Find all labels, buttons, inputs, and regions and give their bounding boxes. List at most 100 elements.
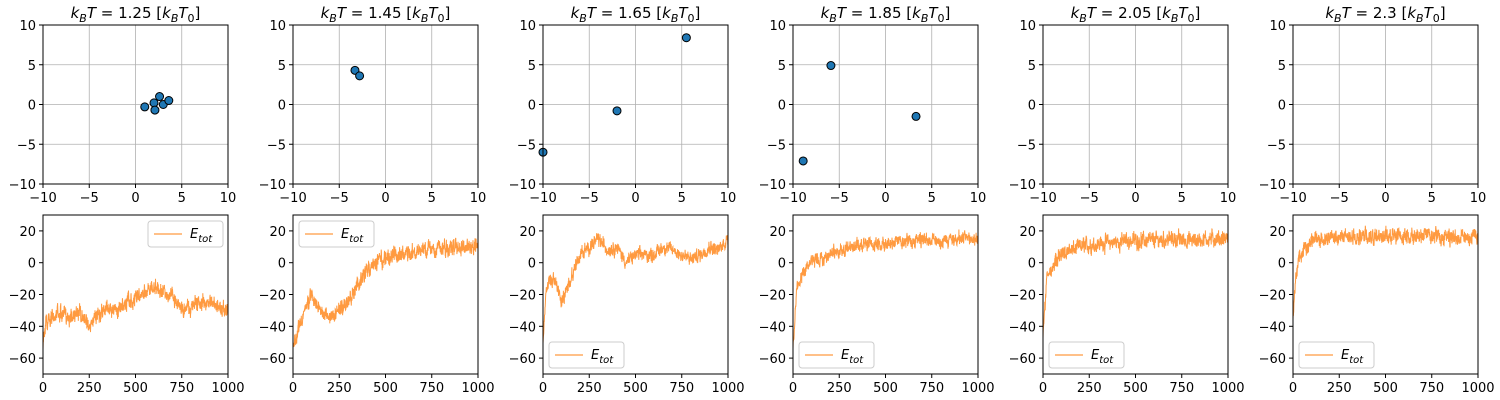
y-tick-label: 5: [778, 59, 786, 74]
x-tick-label: 5: [1428, 191, 1436, 206]
y-tick-label: −20: [1009, 289, 1036, 304]
title-part: 0: [188, 12, 195, 25]
y-tick-label: 0: [28, 257, 36, 272]
x-tick-label: −5: [830, 191, 849, 206]
energy-panel-4: 0 250 500 750 1000 −60 −40 −20 0 20 Etot: [1009, 214, 1245, 396]
legend-box: [548, 341, 625, 369]
title-part: 0: [938, 12, 945, 25]
y-tick-label: −40: [9, 320, 36, 335]
y-tick-label: −10: [509, 178, 536, 193]
x-tick-label: −10: [29, 191, 56, 206]
x-tick-label: 250: [577, 381, 602, 396]
x-tick-label: −5: [1080, 191, 1099, 206]
y-tick-label: −20: [1259, 289, 1286, 304]
x-tick-label: 0: [289, 381, 297, 396]
x-tick-label: −5: [1330, 191, 1349, 206]
title-part: = 1.25: [96, 4, 156, 22]
legend-name-sub: tot: [1349, 355, 1364, 366]
x-tick-label: 750: [669, 381, 694, 396]
panel-title: kBT = 1.45 [kBT0]: [321, 4, 451, 25]
x-tick-label: 250: [827, 381, 852, 396]
y-tick-label: −40: [509, 320, 536, 335]
x-tick-label: 500: [373, 381, 398, 396]
y-tick-label: −20: [509, 289, 536, 304]
title-part: T: [1178, 4, 1189, 22]
x-tick-label: 0: [381, 191, 389, 206]
title-part: [: [656, 4, 662, 22]
y-tick-label: −60: [1009, 352, 1036, 367]
scatter-points: [538, 33, 691, 157]
scatter-point: [150, 105, 160, 115]
scatter-panel-1: −10 −5 0 5 10 −10 −5 0 5 10: [259, 19, 487, 206]
scatter-points: [140, 92, 174, 115]
y-tick-label: −10: [9, 178, 36, 193]
legend: Etot: [147, 220, 224, 248]
energy-panel-3: 0 250 500 750 1000 −60 −40 −20 0 20 Etot: [759, 214, 995, 396]
scatter-panel-5: −10 −5 0 5 10 −10 −5 0 5 10: [1259, 19, 1487, 206]
energy-panel-1: 0 250 500 750 1000 −60 −40 −20 0 20 Etot: [259, 214, 495, 396]
x-tick-label: 10: [970, 191, 987, 206]
y-tick-label: 10: [269, 19, 286, 34]
scatter-point: [798, 156, 808, 166]
legend-box: [798, 341, 875, 369]
title-part: [: [1402, 4, 1408, 22]
x-tick-label: 1000: [711, 381, 744, 396]
legend-name-sub: tot: [849, 355, 864, 366]
title-part: k: [321, 4, 331, 22]
x-tick-label: 250: [1077, 381, 1102, 396]
title-part: B: [79, 12, 87, 25]
title-part: B: [671, 12, 679, 25]
y-tick-label: −10: [759, 178, 786, 193]
x-tick-label: 500: [873, 381, 898, 396]
title-part: B: [1171, 12, 1179, 25]
legend-label: Etot: [190, 227, 213, 245]
y-tick-label: 0: [1278, 257, 1286, 272]
y-tick-label: −60: [259, 352, 286, 367]
x-tick-label: 750: [1419, 381, 1444, 396]
x-tick-label: 1000: [211, 381, 244, 396]
y-tick-label: −40: [1259, 320, 1286, 335]
title-part: ]: [1195, 4, 1201, 22]
y-tick-label: −20: [759, 289, 786, 304]
y-tick-label: 0: [528, 257, 536, 272]
title-part: ]: [195, 4, 201, 22]
legend-label: Etot: [341, 227, 364, 245]
energy-series-line: [793, 229, 978, 349]
title-part: T: [87, 4, 98, 22]
legend-name: E: [190, 227, 199, 242]
x-tick-label: 10: [220, 191, 237, 206]
title-part: ]: [1440, 4, 1446, 22]
legend-box: [298, 220, 375, 248]
legend: Etot: [548, 341, 625, 369]
legend: Etot: [298, 220, 375, 248]
energy-series-line: [1293, 225, 1478, 320]
y-tick-label: 10: [19, 19, 36, 34]
title-part: [: [906, 4, 912, 22]
legend-name: E: [841, 348, 850, 363]
title-part: k: [912, 4, 922, 22]
title-part: T: [1342, 4, 1353, 22]
title-part: B: [1079, 12, 1087, 25]
y-tick-label: −60: [759, 352, 786, 367]
scatter-point: [140, 102, 150, 112]
x-tick-label: 5: [428, 191, 436, 206]
title-part: ]: [445, 4, 451, 22]
y-tick-label: −40: [259, 320, 286, 335]
title-part: [: [156, 4, 162, 22]
x-tick-label: 0: [131, 191, 139, 206]
title-part: T: [678, 4, 689, 22]
legend-name-sub: tot: [1099, 355, 1114, 366]
y-tick-label: 5: [278, 59, 286, 74]
title-part: k: [412, 4, 422, 22]
y-tick-label: −40: [1009, 320, 1036, 335]
title-part: k: [662, 4, 672, 22]
title-part: T: [428, 4, 439, 22]
scatter-panel-3: −10 −5 0 5 10 −10 −5 0 5 10: [759, 19, 987, 206]
energy-series-line: [1043, 228, 1228, 339]
legend-label: Etot: [841, 348, 864, 366]
scatter-point: [681, 33, 691, 43]
title-part: 0: [438, 12, 445, 25]
title-part: T: [587, 4, 598, 22]
y-tick-label: −5: [267, 138, 286, 153]
